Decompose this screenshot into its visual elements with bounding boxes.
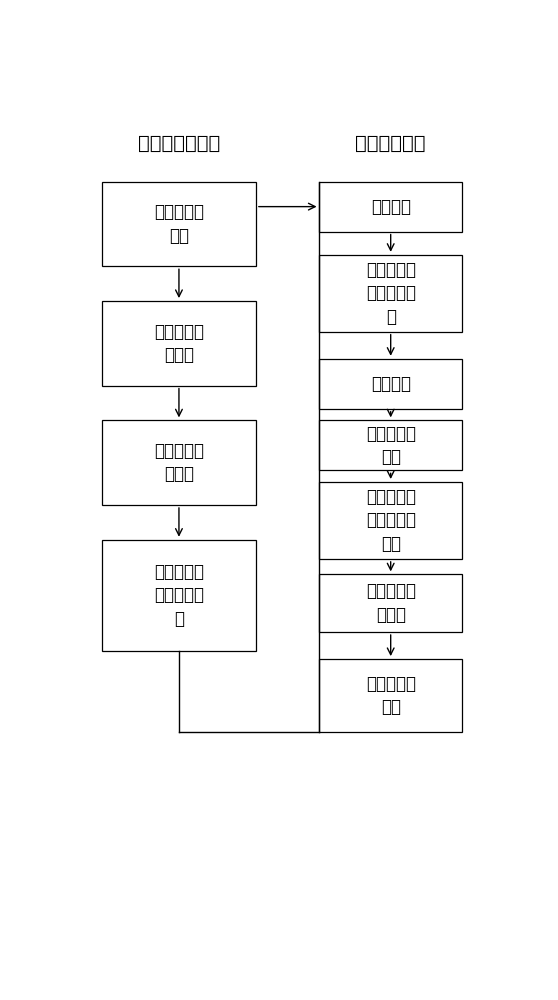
Text: 烟叶自动加
热工序: 烟叶自动加 热工序	[154, 322, 204, 364]
Bar	[320, 574, 462, 632]
Text: 将烟叶均匀
摊开: 将烟叶均匀 摊开	[154, 203, 204, 245]
Bar	[102, 301, 256, 386]
Bar	[102, 420, 256, 505]
Bar	[320, 482, 462, 559]
Bar	[320, 659, 462, 732]
Text: 计算叶中含
梗率: 计算叶中含 梗率	[365, 675, 416, 716]
Text: 红外热成像
仪对烟叶成
像: 红外热成像 仪对烟叶成 像	[154, 563, 204, 628]
Text: 烟叶自动冷
却工序: 烟叶自动冷 却工序	[154, 442, 204, 483]
Text: 高斯滤波: 高斯滤波	[371, 198, 411, 216]
Text: 显著性映射
并归一化处
理: 显著性映射 并归一化处 理	[365, 261, 416, 326]
Bar	[102, 540, 256, 651]
Bar	[320, 420, 462, 470]
Text: 中值滤波: 中值滤波	[371, 375, 411, 393]
Text: 图像处理方法: 图像处理方法	[355, 134, 426, 153]
Text: 红外叶梗信
息描述: 红外叶梗信 息描述	[365, 582, 416, 624]
Bar	[320, 255, 462, 332]
Text: 图像细化提
出叶梗骨架
图像: 图像细化提 出叶梗骨架 图像	[365, 488, 416, 553]
Text: 对图像进行
分割: 对图像进行 分割	[365, 425, 416, 466]
Bar	[320, 359, 462, 409]
Bar	[102, 182, 256, 266]
Text: 生产线工艺过程: 生产线工艺过程	[138, 134, 220, 153]
Bar	[320, 182, 462, 232]
